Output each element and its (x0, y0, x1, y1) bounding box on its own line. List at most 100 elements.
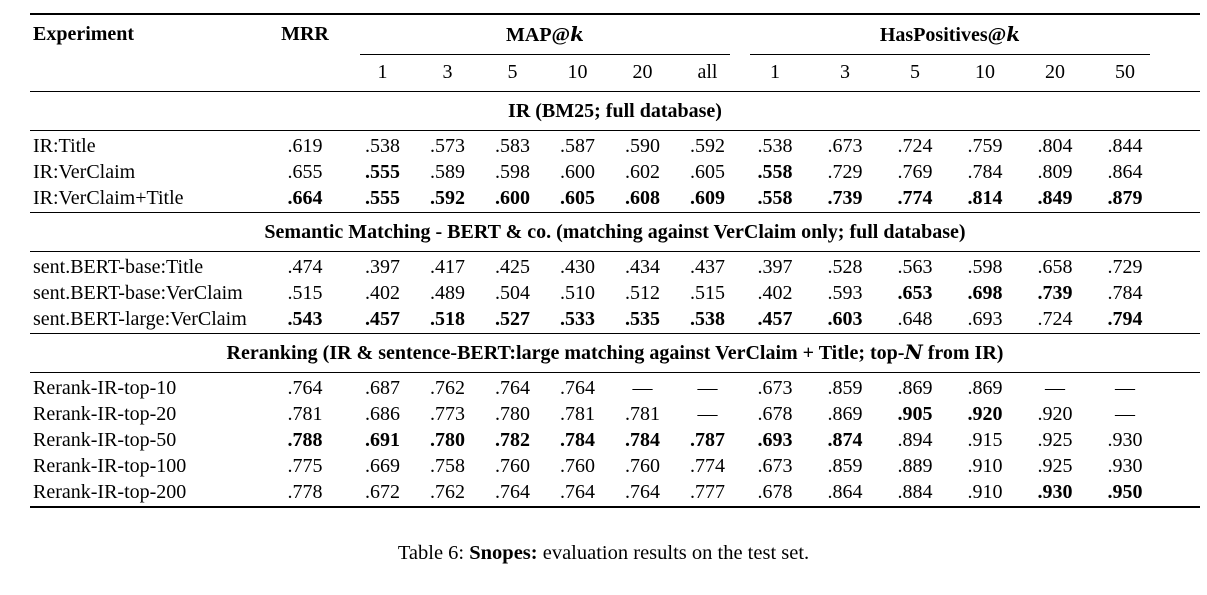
value-cell: .600 (560, 161, 595, 183)
haspositives-group-label: HasPositives@ (879, 24, 1007, 46)
col-header-hp-5: 5 (880, 55, 950, 92)
value-cell: .658 (1037, 256, 1073, 278)
value-cell: .678 (757, 481, 793, 503)
value-cell: .402 (365, 282, 400, 304)
value-cell: .397 (757, 256, 793, 278)
value-cell: .739 (827, 187, 863, 209)
value-cell: .894 (897, 429, 933, 451)
value-cell: .600 (495, 187, 530, 209)
value-cell: .788 (287, 429, 323, 451)
caption-suffix: evaluation results on the test set. (537, 542, 810, 564)
value-cell: .538 (365, 135, 400, 157)
row-spacer (1160, 160, 1200, 186)
value-cell: .402 (757, 282, 793, 304)
col-header-map-10: 10 (545, 55, 610, 92)
row-spacer (1160, 281, 1200, 307)
value-cell: — (1115, 403, 1135, 425)
value-cell: .592 (690, 135, 725, 157)
section-title: Semantic Matching - BERT & co. (matching… (30, 212, 1200, 252)
value-cell: .653 (897, 282, 933, 304)
table-row: IR:VerClaim+Title .664 .555 .592 .600 .605 .60… (30, 186, 1200, 213)
value-cell: .590 (625, 135, 660, 157)
value-cell: .804 (1037, 135, 1073, 157)
col-header-experiment: Experiment (30, 14, 260, 92)
experiment-label: Rerank-IR-top-10 (33, 377, 177, 399)
value-cell: .608 (625, 187, 660, 209)
value-cell: .869 (827, 403, 863, 425)
value-cell: .784 (625, 429, 660, 451)
value-cell: .781 (625, 403, 660, 425)
header-row-groups: Experiment MRR MAP@k HasPositives@k (30, 14, 1200, 92)
row-spacer (1160, 480, 1200, 507)
value-cell: .673 (827, 135, 863, 157)
value-cell: .558 (757, 187, 793, 209)
col-group-haspositives: HasPositives@k (740, 14, 1160, 55)
value-cell: .787 (690, 429, 725, 451)
col-header-mrr: MRR (260, 14, 350, 92)
value-cell: .587 (560, 135, 595, 157)
value-cell: .724 (897, 135, 933, 157)
value-cell: .655 (287, 161, 323, 183)
experiment-label: IR:VerClaim (33, 161, 136, 183)
value-cell: .794 (1107, 308, 1143, 330)
value-cell: .782 (495, 429, 530, 451)
value-cell: .874 (827, 429, 863, 451)
value-cell: .760 (495, 455, 530, 477)
value-cell: .686 (365, 403, 400, 425)
table-row: Rerank-IR-top-50 .788 .691 .780 .782 .784 .784… (30, 428, 1200, 454)
row-spacer (1160, 428, 1200, 454)
value-cell: .809 (1037, 161, 1073, 183)
value-cell: .527 (495, 308, 530, 330)
value-cell: .764 (287, 377, 323, 399)
row-spacer (1160, 252, 1200, 282)
value-cell: .437 (690, 256, 725, 278)
value-cell: .930 (1107, 429, 1143, 451)
value-cell: — (1045, 377, 1065, 399)
value-cell: .905 (897, 403, 933, 425)
value-cell: .814 (967, 187, 1003, 209)
value-cell: .869 (967, 377, 1003, 399)
experiment-label: Rerank-IR-top-200 (33, 481, 187, 503)
value-cell: .780 (495, 403, 530, 425)
experiment-label: Rerank-IR-top-20 (33, 403, 177, 425)
value-cell: .605 (560, 187, 595, 209)
value-cell: .687 (365, 377, 400, 399)
experiment-label: sent.BERT-base:VerClaim (33, 282, 243, 304)
value-cell: .864 (827, 481, 863, 503)
value-cell: .784 (560, 429, 595, 451)
value-cell: .910 (967, 455, 1003, 477)
value-cell: .648 (897, 308, 933, 330)
value-cell: .504 (495, 282, 530, 304)
table-row: IR:Title .619 .538 .573 .583 .587 .590 .592 .538… (30, 131, 1200, 161)
value-cell: .925 (1037, 455, 1073, 477)
row-spacer (1160, 131, 1200, 161)
table-row: Rerank-IR-top-20 .781 .686 .773 .780 .781 .781… (30, 402, 1200, 428)
value-cell: .764 (560, 481, 595, 503)
value-cell: .619 (287, 135, 323, 157)
value-cell: .417 (430, 256, 465, 278)
value-cell: .555 (365, 161, 400, 183)
value-cell: .778 (287, 481, 323, 503)
value-cell: .781 (560, 403, 595, 425)
value-cell: .664 (287, 187, 323, 209)
caption-prefix: Table 6: (397, 542, 470, 564)
value-cell: .925 (1037, 429, 1073, 451)
value-cell: .457 (365, 308, 400, 330)
value-cell: .592 (430, 187, 465, 209)
value-cell: .698 (967, 282, 1003, 304)
value-cell: .769 (897, 161, 933, 183)
value-cell: .775 (287, 455, 323, 477)
value-cell: .760 (625, 455, 660, 477)
value-cell: .849 (1037, 187, 1073, 209)
value-cell: .602 (625, 161, 660, 183)
value-cell: .844 (1107, 135, 1143, 157)
table-caption: Table 6: Snopes: evaluation results on t… (0, 542, 1207, 565)
value-cell: .518 (430, 308, 465, 330)
value-cell: .673 (757, 377, 793, 399)
value-cell: .930 (1107, 455, 1143, 477)
value-cell: — (697, 403, 718, 425)
value-cell: .598 (495, 161, 530, 183)
value-cell: .543 (287, 308, 323, 330)
experiment-label: IR:VerClaim+Title (33, 187, 184, 209)
